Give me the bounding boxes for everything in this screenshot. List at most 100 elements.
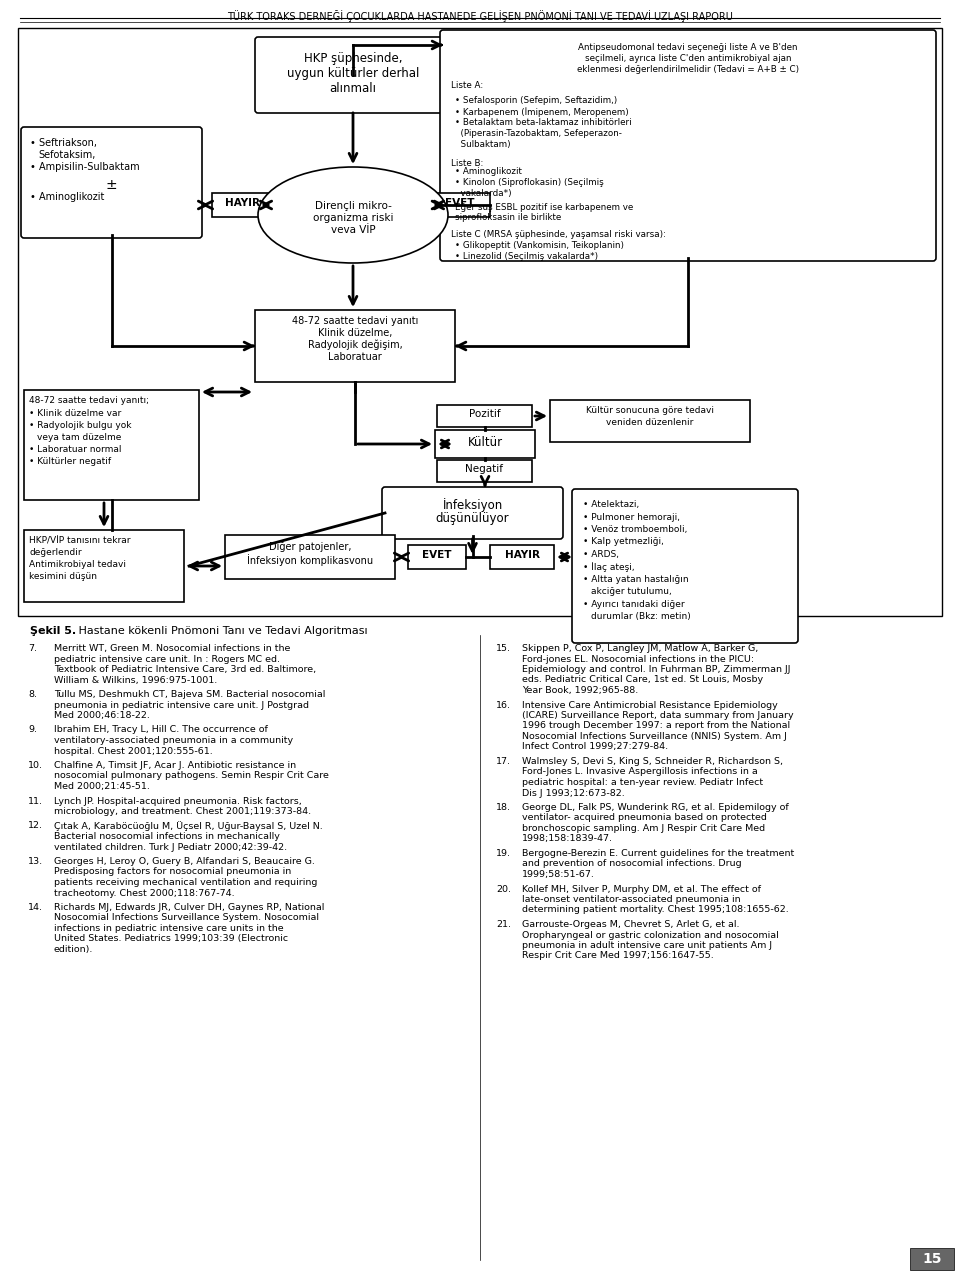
Text: bronchoscopic sampling. Am J Respir Crit Care Med: bronchoscopic sampling. Am J Respir Crit… [522,824,765,833]
Text: • Kalp yetmezliği,: • Kalp yetmezliği, [583,537,664,546]
FancyBboxPatch shape [408,545,466,569]
Text: durumlar (Bkz: metin): durumlar (Bkz: metin) [591,612,691,621]
Text: 16.: 16. [496,701,511,709]
Text: Sefotaksim,: Sefotaksim, [38,151,95,160]
Text: • Klinik düzelme var: • Klinik düzelme var [29,410,121,419]
Text: Nosocomial Infections Surveillance System. Nosocomial: Nosocomial Infections Surveillance Syste… [54,914,319,923]
Text: Skippen P, Cox P, Langley JM, Matlow A, Barker G,: Skippen P, Cox P, Langley JM, Matlow A, … [522,644,758,653]
FancyBboxPatch shape [572,489,798,643]
FancyBboxPatch shape [21,128,202,239]
Text: edition).: edition). [54,946,93,954]
Text: Textbook of Pediatric Intensive Care, 3rd ed. Baltimore,: Textbook of Pediatric Intensive Care, 3r… [54,665,316,674]
Text: eds. Pediatric Critical Care, 1st ed. St Louis, Mosby: eds. Pediatric Critical Care, 1st ed. St… [522,675,763,684]
Text: • Atelektazi,: • Atelektazi, [583,500,639,509]
Text: (ICARE) Surveillance Report, data summary from January: (ICARE) Surveillance Report, data summar… [522,711,794,720]
Text: Chalfine A, Timsit JF, Acar J. Antibiotic resistance in: Chalfine A, Timsit JF, Acar J. Antibioti… [54,760,296,769]
FancyBboxPatch shape [18,28,942,616]
Text: Liste A:: Liste A: [451,82,483,91]
Text: Sulbaktam): Sulbaktam) [455,140,511,149]
Text: Ford-Jones L. Invasive Aspergillosis infections in a: Ford-Jones L. Invasive Aspergillosis inf… [522,767,757,777]
Text: Ibrahim EH, Tracy L, Hill C. The occurrence of: Ibrahim EH, Tracy L, Hill C. The occurre… [54,726,268,735]
Text: Richards MJ, Edwards JR, Culver DH, Gaynes RP, National: Richards MJ, Edwards JR, Culver DH, Gayn… [54,903,324,912]
Text: • Kültürler negatif: • Kültürler negatif [29,457,111,466]
Text: 10.: 10. [28,760,43,769]
Text: düşünülüyor: düşünülüyor [436,512,510,524]
Text: microbiology, and treatment. Chest 2001;119:373-84.: microbiology, and treatment. Chest 2001;… [54,806,311,815]
Text: Lynch JP. Hospital-acquired pneumonia. Risk factors,: Lynch JP. Hospital-acquired pneumonia. R… [54,796,301,805]
Text: veva VİP: veva VİP [330,225,375,235]
FancyBboxPatch shape [440,31,936,262]
Text: Hastane kökenli Pnömoni Tanı ve Tedavi Algoritması: Hastane kökenli Pnömoni Tanı ve Tedavi A… [75,627,368,635]
Text: • Seftriakson,: • Seftriakson, [30,138,97,148]
Text: • Altta yatan hastalığın: • Altta yatan hastalığın [583,575,688,584]
Text: 12.: 12. [28,822,43,831]
Text: • Pulmoner hemoraji,: • Pulmoner hemoraji, [583,513,680,522]
Text: Med 2000;46:18-22.: Med 2000;46:18-22. [54,711,150,720]
Text: 7.: 7. [28,644,37,653]
Text: 8.: 8. [28,690,37,699]
Text: Kültür: Kültür [468,436,503,449]
Text: ±: ± [106,177,117,191]
FancyBboxPatch shape [437,461,532,482]
Text: hospital. Chest 2001;120:555-61.: hospital. Chest 2001;120:555-61. [54,746,213,755]
Text: değerlendir: değerlendir [29,547,82,558]
Text: • Linezolid (Seçilmiş vakalarda*): • Linezolid (Seçilmiş vakalarda*) [455,251,598,262]
Text: Georges H, Leroy O, Guery B, Alfandari S, Beaucaire G.: Georges H, Leroy O, Guery B, Alfandari S… [54,857,315,866]
Text: ventilatory-associated pneumonia in a community: ventilatory-associated pneumonia in a co… [54,736,293,745]
Text: Negatif: Negatif [466,464,503,473]
Text: • İlaç ateşi,: • İlaç ateşi, [583,563,635,573]
Text: İnfeksiyon: İnfeksiyon [443,498,503,512]
Text: TÜRK TORAKS DERNEĞİ ÇOCUKLARDA HASTANEDE GELİŞEN PNÖMONİ TANI VE TEDAVİ UZLAŞI R: TÜRK TORAKS DERNEĞİ ÇOCUKLARDA HASTANEDE… [228,10,732,22]
Text: • Glikopeptit (Vankomisin, Teikoplanin): • Glikopeptit (Vankomisin, Teikoplanin) [455,241,624,250]
Text: 15: 15 [923,1252,942,1266]
Text: 48-72 saatte tedavi yanıtı;: 48-72 saatte tedavi yanıtı; [29,396,149,404]
FancyBboxPatch shape [382,487,563,538]
FancyBboxPatch shape [255,37,451,114]
Text: uygun kültürler derhal: uygun kültürler derhal [287,68,420,80]
FancyBboxPatch shape [435,430,535,458]
Text: • Venöz tromboemboli,: • Venöz tromboemboli, [583,524,687,533]
Text: HKP şüphesinde,: HKP şüphesinde, [303,52,402,65]
Text: HAYIR: HAYIR [226,198,260,208]
Text: Radyolojik değişim,: Radyolojik değişim, [307,339,402,351]
FancyBboxPatch shape [437,404,532,427]
Text: Oropharyngeal or gastric colonization and nosocomial: Oropharyngeal or gastric colonization an… [522,930,779,939]
Text: Merritt WT, Green M. Nosocomial infections in the: Merritt WT, Green M. Nosocomial infectio… [54,644,290,653]
Text: 9.: 9. [28,726,37,735]
Text: 17.: 17. [496,757,511,766]
Text: and prevention of nosocomial infections. Drug: and prevention of nosocomial infections.… [522,860,742,869]
Text: Nosocomial Infections Surveillance (NNIS) System. Am J: Nosocomial Infections Surveillance (NNIS… [522,732,787,741]
Text: EVET: EVET [422,550,452,560]
Text: • Ampisilin-Sulbaktam: • Ampisilin-Sulbaktam [30,162,139,172]
Text: EVET: EVET [445,198,475,208]
Text: Liste B:: Liste B: [451,158,484,167]
Text: İnfeksiyon komplikasvonu: İnfeksiyon komplikasvonu [247,554,373,567]
Text: pneumonia in pediatric intensive care unit. J Postgrad: pneumonia in pediatric intensive care un… [54,701,309,709]
Text: • Aminoglikozit: • Aminoglikozit [30,191,105,202]
Text: • Karbapenem (İmipenem, Meropenem): • Karbapenem (İmipenem, Meropenem) [455,107,629,116]
Text: Predisposing factors for nosocomial pneumonia in: Predisposing factors for nosocomial pneu… [54,868,291,877]
Text: • Aminoglikozit: • Aminoglikozit [455,167,522,176]
Text: ventilated children. Turk J Pediatr 2000;42:39-42.: ventilated children. Turk J Pediatr 2000… [54,842,287,851]
Text: kesimini düşün: kesimini düşün [29,572,97,581]
Text: Bergogne-Berezin E. Current guidelines for the treatment: Bergogne-Berezin E. Current guidelines f… [522,849,794,857]
Text: Kültür sonucuna göre tedavi: Kültür sonucuna göre tedavi [586,406,714,415]
Text: Tullu MS, Deshmukh CT, Bajeva SM. Bacterial nosocomial: Tullu MS, Deshmukh CT, Bajeva SM. Bacter… [54,690,325,699]
Text: Klinik düzelme,: Klinik düzelme, [318,328,393,338]
FancyBboxPatch shape [490,545,554,569]
Text: • Kinolon (Siproflokasin) (Seçilmiş: • Kinolon (Siproflokasin) (Seçilmiş [455,179,604,188]
Text: • Betalaktam beta-laktamaz inhibitörleri: • Betalaktam beta-laktamaz inhibitörleri [455,117,632,126]
Text: siprofloksasin ile birlikte: siprofloksasin ile birlikte [455,213,562,222]
Text: Intensive Care Antimicrobial Resistance Epidemiology: Intensive Care Antimicrobial Resistance … [522,701,778,709]
Text: Diğer patojenler,: Diğer patojenler, [269,541,351,551]
Text: Dis J 1993;12:673-82.: Dis J 1993;12:673-82. [522,789,625,798]
Text: Garrouste-Orgeas M, Chevret S, Arlet G, et al.: Garrouste-Orgeas M, Chevret S, Arlet G, … [522,920,739,929]
Ellipse shape [258,167,448,263]
Text: 48-72 saatte tedavi yanıtı: 48-72 saatte tedavi yanıtı [292,316,419,325]
Text: • Radyolojik bulgu yok: • Radyolojik bulgu yok [29,421,132,430]
Text: William & Wilkins, 1996:975-1001.: William & Wilkins, 1996:975-1001. [54,675,217,684]
Text: Respir Crit Care Med 1997;156:1647-55.: Respir Crit Care Med 1997;156:1647-55. [522,952,713,961]
Text: 15.: 15. [496,644,511,653]
Text: veniden düzenlenir: veniden düzenlenir [607,419,694,427]
Text: 20.: 20. [496,884,511,893]
